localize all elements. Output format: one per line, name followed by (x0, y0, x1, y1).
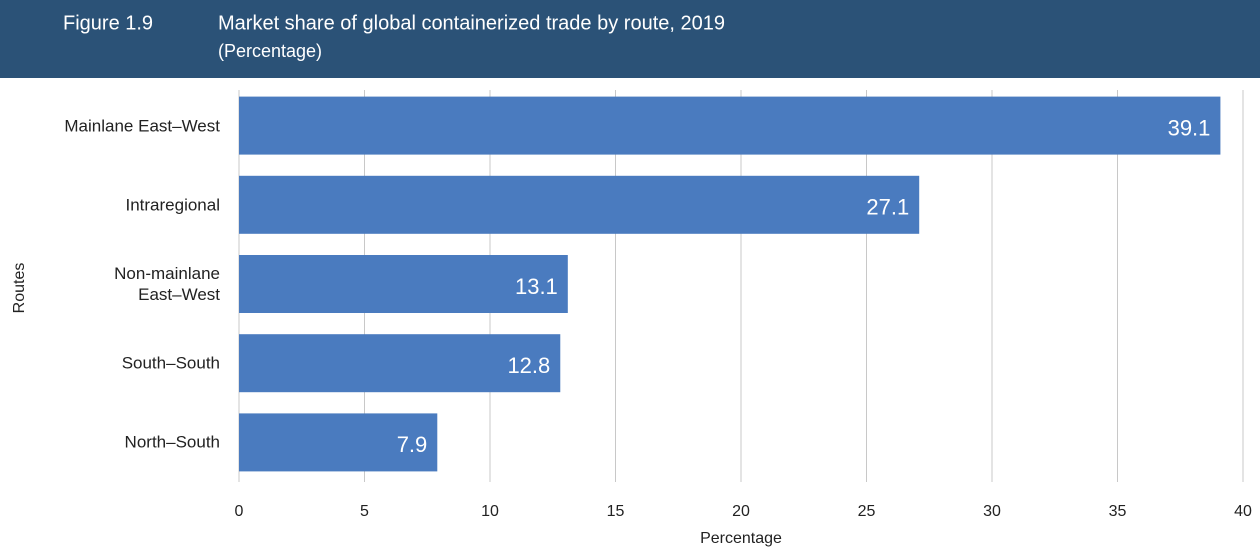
x-tick-label: 5 (360, 503, 369, 520)
bar (239, 334, 561, 393)
x-tick-label: 0 (235, 503, 244, 520)
bar (239, 175, 920, 234)
bar (239, 413, 438, 472)
figure-label: Figure 1.9 (63, 12, 153, 34)
x-axis-title: Percentage (700, 530, 782, 547)
x-tick-label: 15 (607, 503, 625, 520)
x-tick-label: 10 (481, 503, 499, 520)
bar (239, 255, 568, 313)
header-band (0, 0, 1260, 78)
y-tick-label: Non-mainlane East–West (114, 264, 220, 304)
value-label: 12.8 (507, 353, 550, 378)
value-label: 13.1 (515, 274, 558, 299)
y-tick-label: North–South (124, 432, 220, 452)
chart-subtitle: (Percentage) (218, 41, 322, 61)
y-tick-label: South–South (121, 353, 220, 373)
x-tick-label: 40 (1234, 503, 1252, 520)
value-label: 7.9 (397, 432, 428, 457)
chart-title: Market share of global containerized tra… (218, 12, 725, 34)
x-tick-label: 30 (983, 503, 1001, 520)
y-axis-title: Routes (11, 263, 28, 314)
value-label: 27.1 (866, 195, 909, 220)
value-label: 39.1 (1168, 115, 1211, 140)
bar (239, 96, 1221, 155)
y-tick-label: Intraregional (125, 195, 220, 215)
x-tick-label: 20 (732, 503, 750, 520)
x-tick-label: 25 (858, 503, 876, 520)
y-tick-label: Mainlane East–West (64, 116, 220, 136)
x-tick-label: 35 (1109, 503, 1127, 520)
